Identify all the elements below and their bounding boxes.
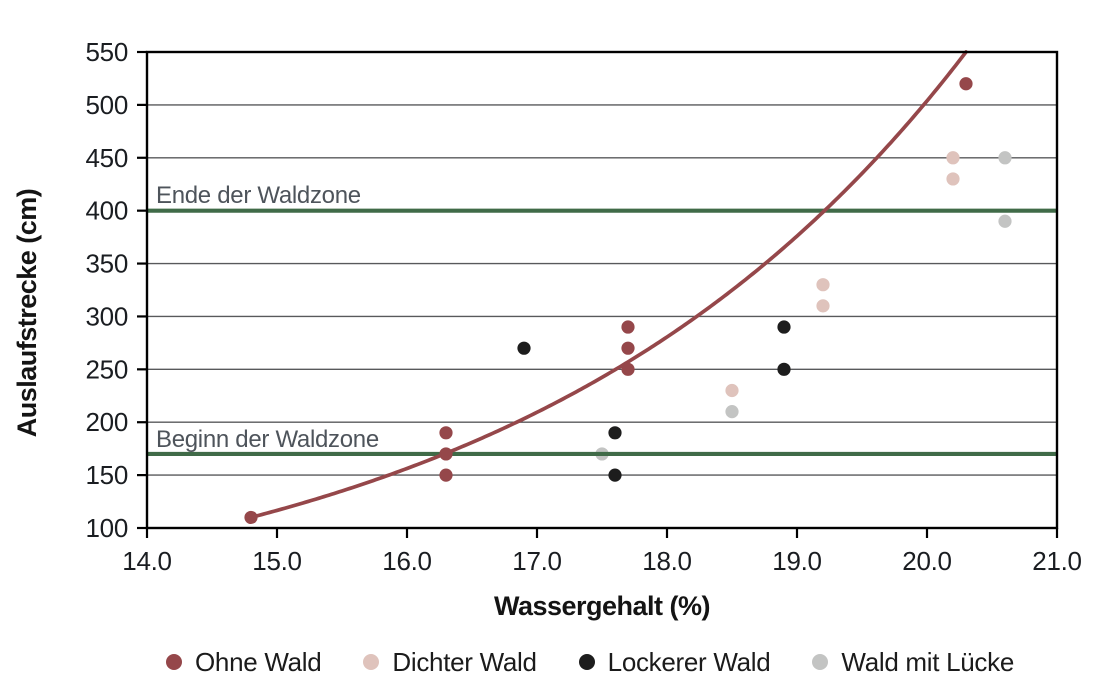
data-point	[439, 468, 453, 482]
data-point	[439, 426, 453, 440]
legend-label-ohne-wald: Ohne Wald	[195, 646, 322, 677]
data-point	[777, 320, 791, 334]
x-tick-label: 14.0	[122, 546, 171, 576]
data-point	[816, 278, 830, 292]
axis-tick-marks	[137, 50, 1059, 538]
data-point	[608, 426, 622, 440]
data-point	[946, 151, 960, 165]
legend-dot-lockerer-wald	[578, 654, 595, 670]
data-point	[959, 77, 973, 91]
legend-dot-wald-mit-luecke	[812, 654, 829, 670]
y-tick-label: 250	[86, 354, 128, 384]
trend-curve-path	[249, 50, 968, 520]
trend-curve	[249, 50, 968, 520]
x-tick-labels: 14.0 15.0 16.0 17.0 18.0 19.0 20.0 21.0	[122, 546, 1082, 576]
data-point	[608, 468, 622, 482]
data-point	[517, 341, 531, 355]
plot-border	[145, 50, 1059, 530]
data-points-under	[595, 151, 1012, 461]
y-tick-label: 550	[86, 37, 128, 67]
legend-item-ohne-wald: Ohne Wald	[166, 646, 322, 678]
legend-dot-ohne-wald	[166, 654, 182, 670]
y-tick-label: 300	[86, 301, 128, 331]
ref-label-beginn-der-waldzone: Beginn der Waldzone	[156, 426, 379, 453]
y-axis-title: Auslaufstrecke (cm)	[12, 189, 42, 438]
x-tick-label: 15.0	[252, 546, 301, 576]
y-tick-label: 350	[86, 249, 128, 279]
legend-item-lockerer-wald: Lockerer Wald	[578, 646, 771, 678]
y-tick-label: 100	[86, 513, 128, 543]
data-point	[946, 172, 960, 186]
x-tick-label: 20.0	[902, 546, 951, 576]
legend-dot-dichter-wald	[363, 654, 380, 670]
reference-lines	[147, 208, 1057, 457]
y-tick-label: 450	[86, 143, 128, 173]
y-tick-label: 400	[86, 196, 128, 226]
legend-label-wald-mit-luecke: Wald mit Lücke	[841, 646, 1014, 677]
data-point	[725, 405, 739, 419]
x-tick-label: 17.0	[512, 546, 561, 576]
y-tick-label: 200	[86, 407, 128, 437]
data-point	[777, 362, 791, 376]
legend-label-lockerer-wald: Lockerer Wald	[607, 646, 771, 677]
y-tick-labels: 100 150 200 250 300 350 400 450 500 550	[86, 37, 129, 543]
legend-label-dichter-wald: Dichter Wald	[392, 646, 537, 677]
data-point	[621, 341, 635, 355]
data-point	[621, 320, 635, 334]
data-point	[725, 383, 739, 398]
y-tick-label: 150	[86, 460, 128, 490]
y-tick-label: 500	[86, 90, 128, 120]
data-point	[998, 214, 1012, 228]
data-point	[244, 510, 258, 525]
legend-item-dichter-wald: Dichter Wald	[363, 646, 537, 678]
x-tick-label: 19.0	[772, 546, 821, 576]
data-point	[998, 151, 1012, 165]
x-tick-label: 18.0	[642, 546, 691, 576]
ref-label-ende-der-waldzone: Ende der Waldzone	[156, 182, 361, 209]
legend-item-wald-mit-luecke: Wald mit Lücke	[812, 647, 1014, 678]
x-tick-label: 16.0	[382, 546, 431, 576]
chart-legend: Ohne Wald Dichter Wald Lockerer Wald Wal…	[166, 645, 1014, 679]
data-points	[244, 77, 973, 525]
data-point	[816, 299, 830, 313]
gridlines	[147, 104, 1057, 476]
data-point	[439, 447, 453, 461]
data-point	[621, 362, 635, 376]
x-axis-title: Wassergehalt (%)	[494, 591, 710, 621]
x-tick-label: 21.0	[1032, 546, 1081, 576]
